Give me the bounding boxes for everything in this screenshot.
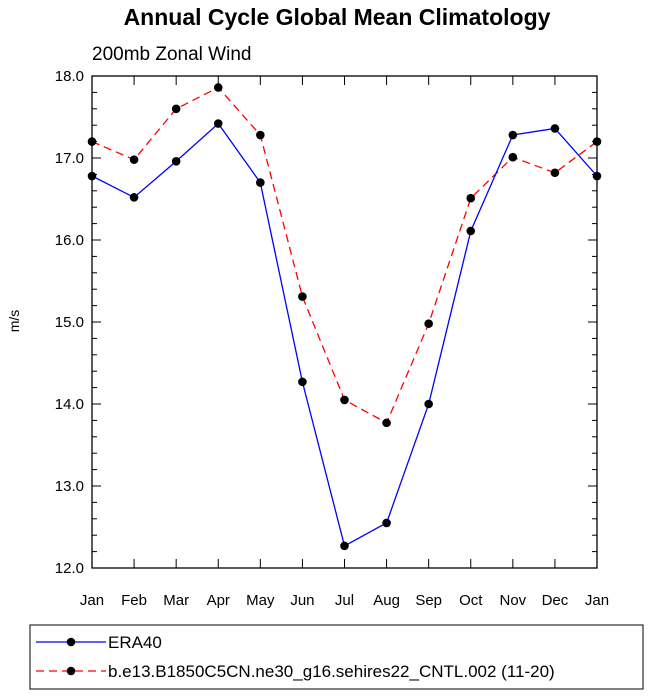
legend-swatch-marker: [66, 637, 76, 647]
chart-title: Annual Cycle Global Mean Climatology: [124, 4, 551, 30]
x-tick-label: Jan: [585, 592, 609, 609]
y-tick-label: 15.0: [55, 314, 84, 331]
data-point: [87, 137, 97, 146]
data-point: [298, 377, 307, 387]
data-point: [424, 399, 433, 409]
y-tick-label: 17.0: [55, 150, 84, 167]
data-point: [466, 193, 476, 203]
data-point: [550, 124, 560, 133]
data-point: [298, 292, 307, 301]
plot-frame: [91, 75, 598, 569]
chart-subtitle: 200mb Zonal Wind: [92, 44, 251, 65]
data-point: [213, 119, 223, 128]
data-point: [213, 83, 223, 92]
x-tick-label: Jun: [290, 592, 314, 609]
data-point: [550, 168, 560, 178]
x-tick-label: Jan: [80, 592, 104, 609]
legend: ERA40 b.e13.B1850C5CN.ne30_g16.sehires22_…: [29, 624, 644, 690]
data-point: [340, 541, 349, 551]
x-tick-label: Dec: [542, 592, 569, 609]
series-line: [91, 122, 598, 547]
y-tick-label: 18.0: [55, 68, 84, 85]
data-point: [466, 226, 476, 236]
legend-label: ERA40: [108, 633, 162, 652]
x-tick-label: Aug: [373, 592, 400, 609]
x-tick-label: May: [246, 592, 275, 609]
legend-swatch-marker: [66, 666, 76, 676]
data-point: [592, 137, 602, 146]
x-tick-label: Jul: [335, 592, 354, 609]
y-tick-label: 14.0: [55, 396, 84, 413]
x-tick-label: Mar: [163, 592, 189, 609]
legend-box: [29, 624, 644, 690]
data-point: [508, 152, 518, 162]
x-tick-label: Nov: [499, 592, 526, 609]
data-point: [256, 130, 265, 140]
data-point: [171, 104, 181, 114]
data-point: [508, 130, 518, 140]
data-point: [87, 171, 97, 181]
data-point: [424, 319, 433, 328]
x-tick-label: Apr: [207, 592, 230, 609]
x-tick-label: Feb: [121, 592, 147, 609]
data-point: [129, 193, 139, 202]
series-line: [91, 86, 598, 424]
data-point: [129, 155, 139, 164]
y-tick-label: 13.0: [55, 478, 84, 495]
y-tick-label: 12.0: [55, 560, 84, 577]
data-point: [592, 171, 602, 181]
plot-area: 12.0 13.0 14.0 15.0 16.0 17.0 18.0 Jan Feb Mar Apr…: [55, 68, 609, 609]
y-axis-label: m/s: [6, 310, 22, 333]
data-point: [340, 395, 349, 405]
x-tick-label: Sep: [415, 592, 442, 609]
data-point: [171, 156, 181, 166]
legend-label: b.e13.B1850C5CN.ne30_g16.sehires22_CNTL.…: [108, 662, 555, 681]
data-point: [382, 418, 391, 428]
x-tick-label: Oct: [459, 592, 483, 609]
data-point: [382, 518, 391, 528]
data-point: [256, 178, 265, 187]
y-tick-label: 16.0: [55, 232, 84, 249]
